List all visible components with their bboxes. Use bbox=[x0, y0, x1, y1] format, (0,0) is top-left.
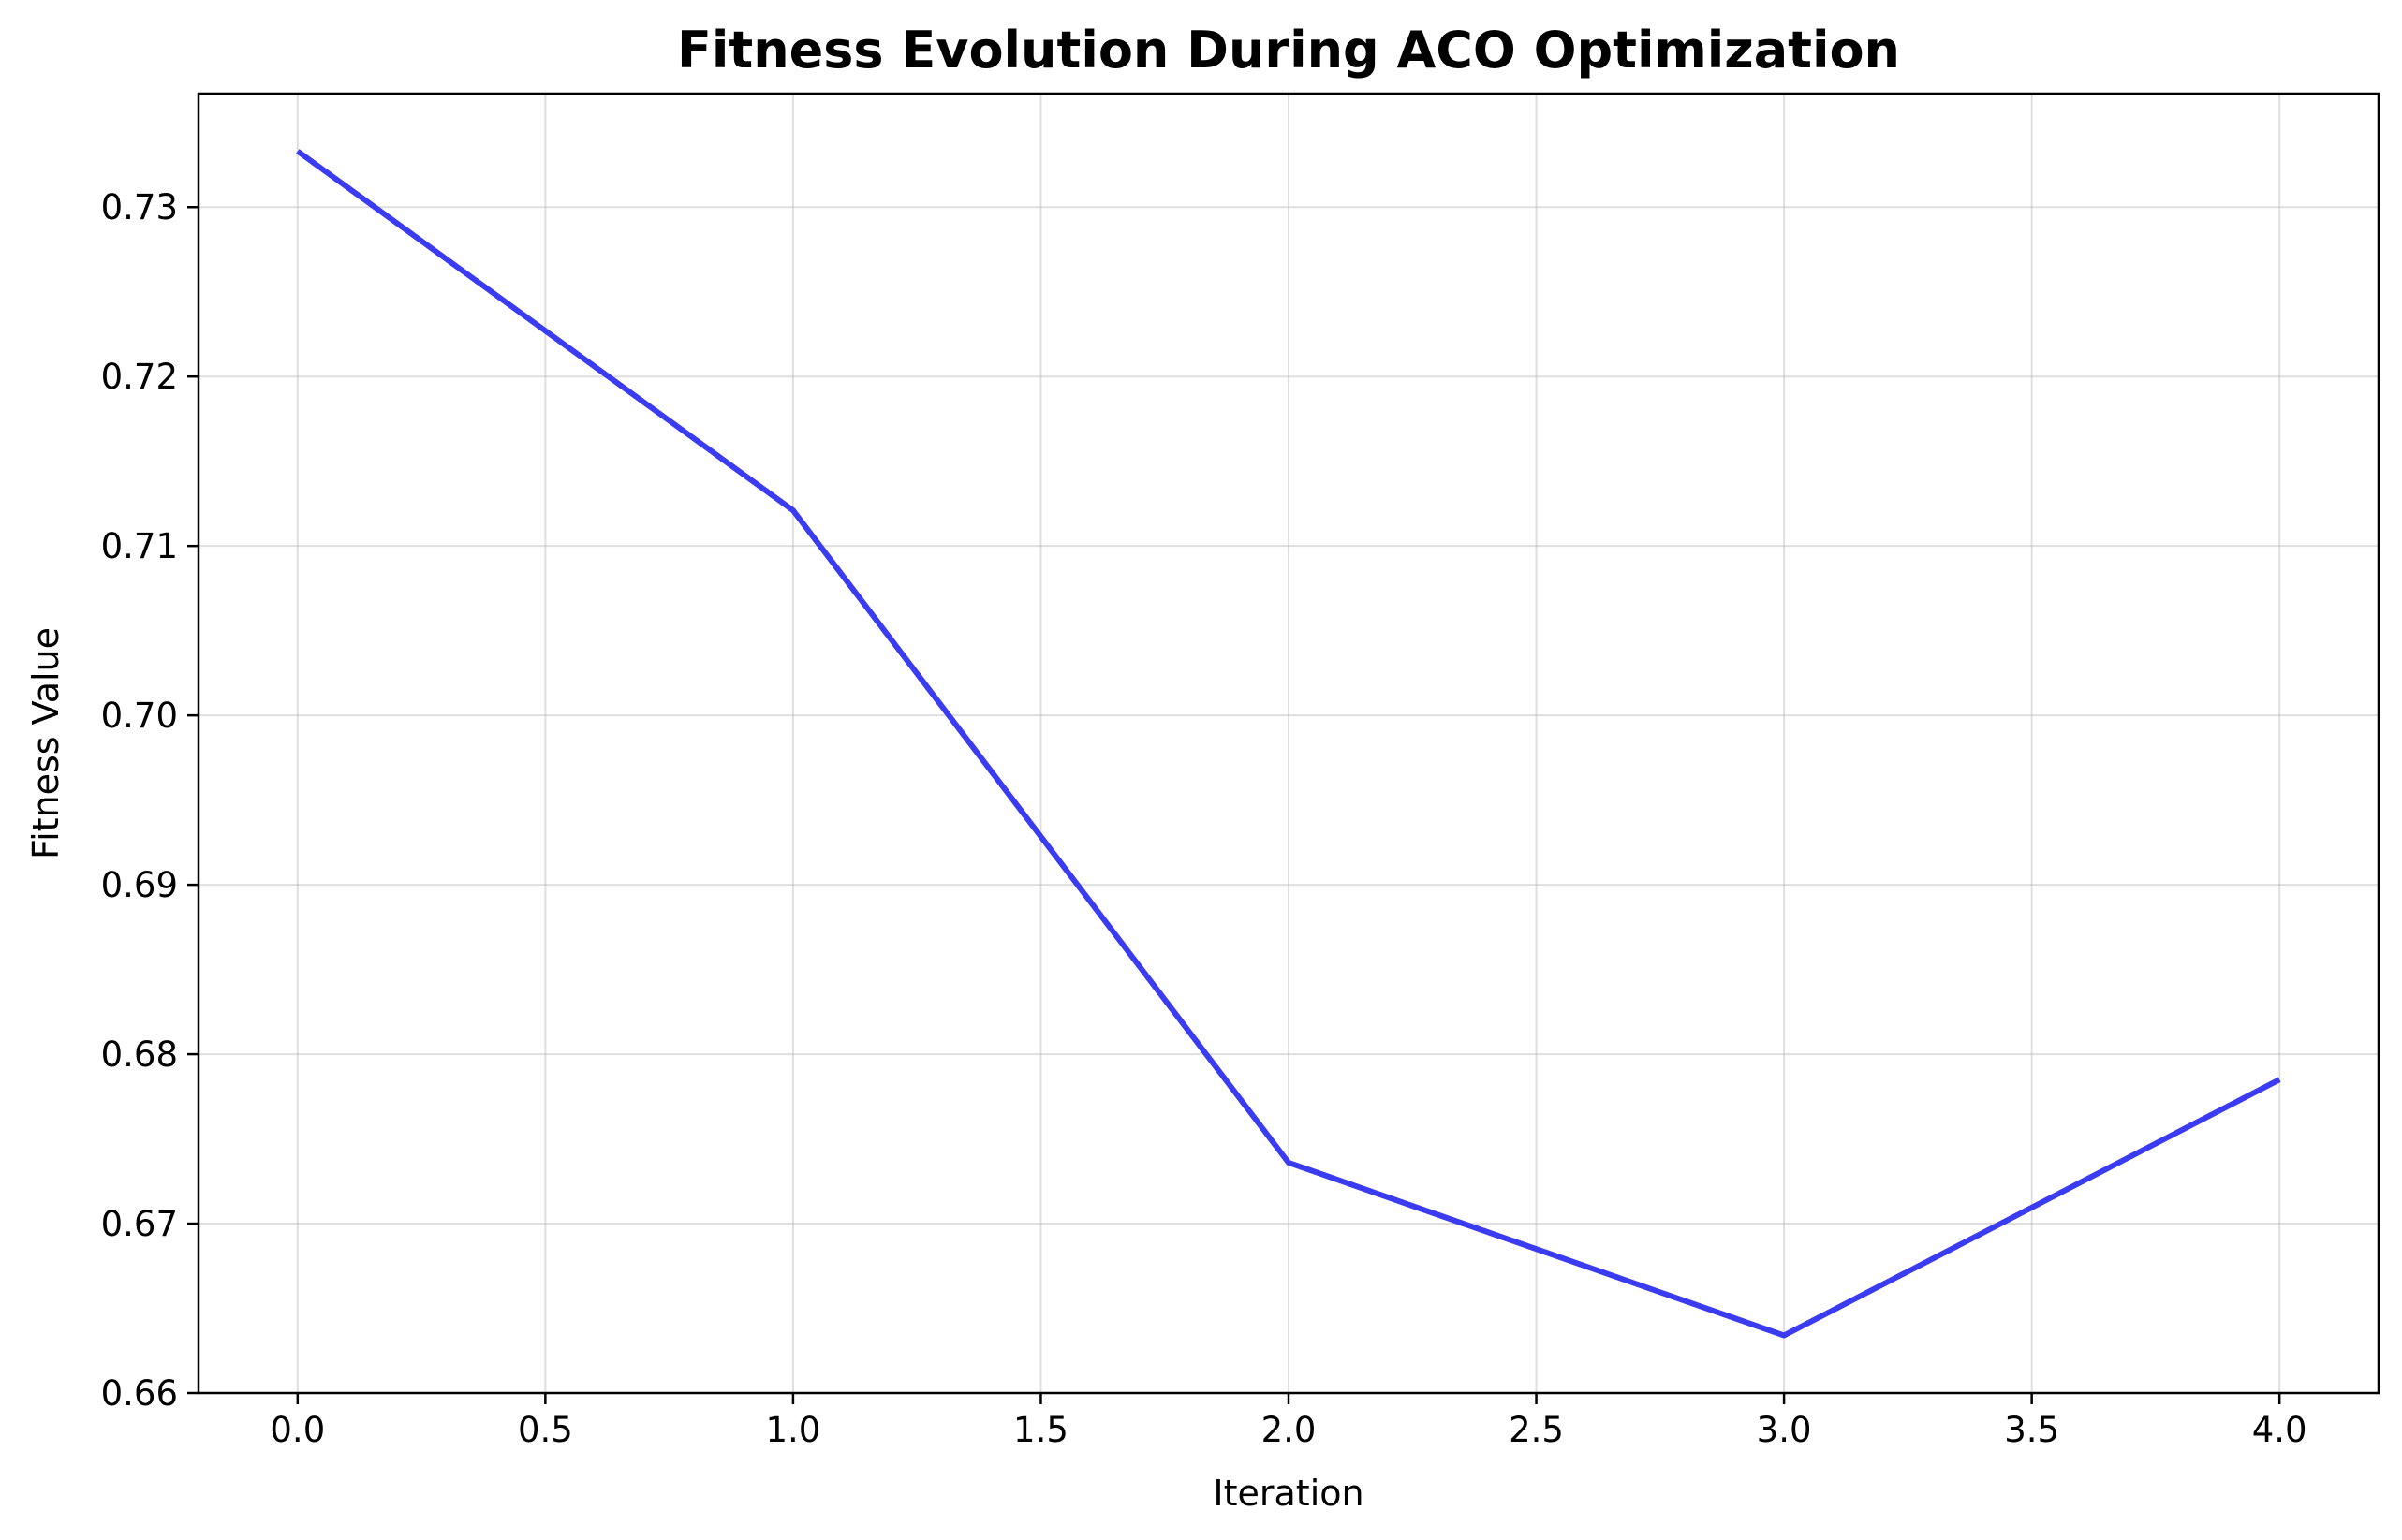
x-tick-label: 4.0 bbox=[2252, 1410, 2307, 1450]
x-tick-label: 0.0 bbox=[270, 1410, 325, 1450]
y-tick-label: 0.70 bbox=[101, 696, 178, 736]
x-tick-label: 2.5 bbox=[1509, 1410, 1564, 1450]
data-point bbox=[790, 507, 796, 513]
y-tick-label: 0.73 bbox=[101, 187, 178, 227]
x-tick-label: 0.5 bbox=[518, 1410, 573, 1450]
ticks: 0.0 0.5 1.0 1.5 2.0 2.5 3.0 3.5 4.0 0.66 0.67 0.68 0… bbox=[101, 187, 2307, 1450]
grid bbox=[199, 94, 2379, 1394]
x-tick-label: 2.0 bbox=[1261, 1410, 1317, 1450]
data-point bbox=[1781, 1332, 1787, 1338]
series-line bbox=[296, 149, 2281, 1339]
data-point bbox=[295, 149, 301, 154]
y-tick-label: 0.66 bbox=[101, 1373, 178, 1414]
x-tick-label: 3.0 bbox=[1757, 1410, 1812, 1450]
y-tick-label: 0.67 bbox=[101, 1204, 178, 1244]
x-tick-label: 1.5 bbox=[1013, 1410, 1068, 1450]
chart-title: Fitness Evolution During ACO Optimizatio… bbox=[677, 21, 1900, 80]
x-axis-label: Iteration bbox=[1213, 1473, 1363, 1514]
x-tick-label: 3.5 bbox=[2004, 1410, 2059, 1450]
y-axis-label: Fitness Value bbox=[25, 627, 66, 859]
data-point bbox=[2277, 1077, 2282, 1082]
series-layer bbox=[295, 149, 2282, 1339]
y-tick-label: 0.68 bbox=[101, 1034, 178, 1075]
y-tick-label: 0.69 bbox=[101, 865, 178, 905]
y-tick-label: 0.72 bbox=[101, 357, 178, 397]
x-tick-label: 1.0 bbox=[765, 1410, 820, 1450]
data-point bbox=[1286, 1160, 1291, 1166]
y-tick-label: 0.71 bbox=[101, 526, 178, 566]
